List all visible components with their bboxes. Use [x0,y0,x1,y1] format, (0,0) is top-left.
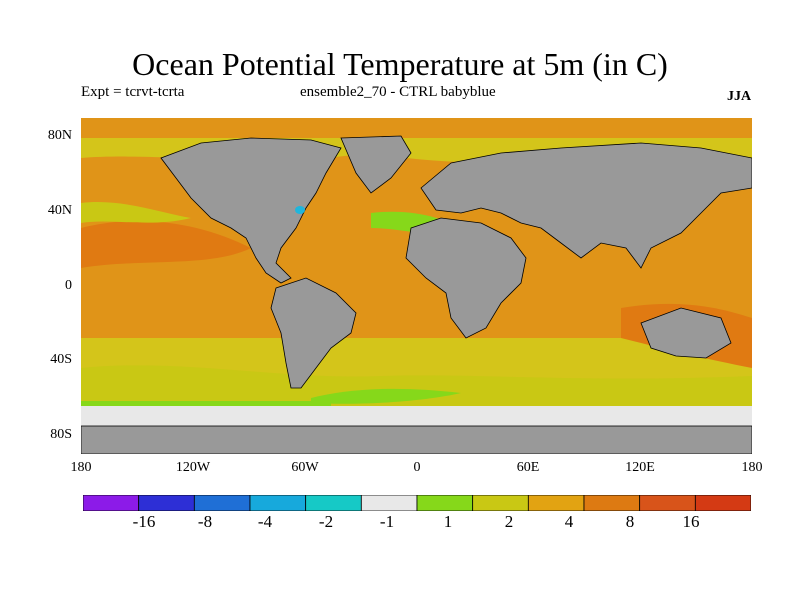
colorbar-swatch [639,495,696,511]
lon-label-60w: 60W [291,460,319,475]
lon-label-120w: 120W [175,460,211,475]
antarctic-ice-edge [81,406,752,428]
colorbar-label: 4 [564,512,574,531]
colorbar-label: -4 [257,512,273,531]
colorbar-swatch [527,495,585,511]
colorbar-swatch [583,495,641,511]
colorbar-label: 1 [443,512,453,531]
lon-label-60e: 60E [516,460,540,475]
green-patch [311,388,461,404]
lon-label-0: 0 [413,460,421,475]
colorbar-label: 2 [504,512,514,531]
colorbar-swatch [694,495,751,511]
colorbar-swatch [83,495,140,511]
colorbar-label: -2 [318,512,334,531]
colorbar-label: 16 [682,512,700,531]
lon-label-120e: 120E [625,460,655,475]
lat-label-80n: 80N [47,128,72,143]
cyan-anomaly [295,206,305,214]
temperature-map [81,118,752,454]
lat-label-40n: 40N [47,203,72,218]
colorbar-label: -16 [132,512,156,531]
colorbar-swatch [472,495,529,511]
colorbar-swatch [249,495,307,511]
lon-label-180w: 180 [70,460,92,475]
land-masses [81,135,752,454]
colorbar-swatch [305,495,362,511]
experiment-label: Expt = tcrvt-tcrta [81,84,185,100]
season-label: JJA [727,89,752,104]
colorbar-swatch [193,495,251,511]
colorbar-swatch [138,495,195,511]
warm-pacific-band [81,220,251,268]
ensemble-label: ensemble2_70 - CTRL babyblue [300,84,496,100]
figure-title: Ocean Potential Temperature at 5m (in C) [132,46,668,82]
colorbar [83,495,751,511]
colorbar-label: 8 [625,512,635,531]
lon-label-180e: 180 [741,460,763,475]
lat-label-40s: 40S [50,352,72,367]
colorbar-swatch [416,495,474,511]
colorbar-label: -1 [379,512,395,531]
lat-label-80s: 80S [50,427,72,442]
colorbar-swatch [360,495,418,511]
colorbar-label: -8 [197,512,213,531]
lat-label-0: 0 [65,278,72,293]
